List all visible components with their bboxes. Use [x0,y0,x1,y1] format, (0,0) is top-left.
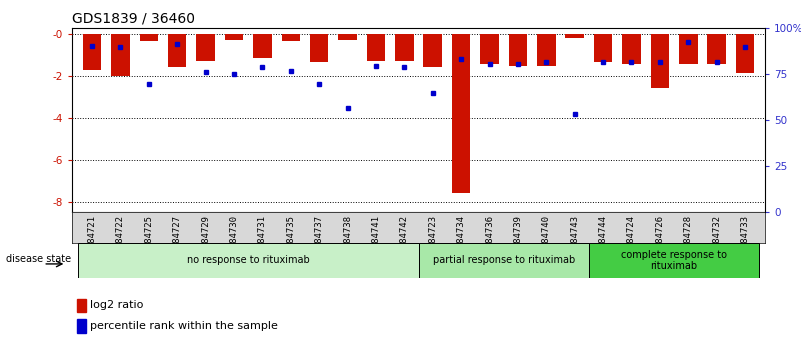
Text: GSM84737: GSM84737 [315,215,324,258]
Text: complete response to
rituximab: complete response to rituximab [621,250,727,271]
Bar [424,34,442,68]
Text: GSM84743: GSM84743 [570,215,579,258]
Text: GSM84735: GSM84735 [286,215,296,258]
Bar [707,34,726,64]
Bar [736,34,755,73]
Bar [281,34,300,41]
Text: GDS1839 / 36460: GDS1839 / 36460 [72,11,195,25]
Text: GSM84727: GSM84727 [173,215,182,258]
FancyBboxPatch shape [589,243,759,278]
Text: GSM84741: GSM84741 [372,215,380,258]
Text: GSM84728: GSM84728 [684,215,693,258]
Bar [196,34,215,61]
Text: GSM84731: GSM84731 [258,215,267,258]
Bar [566,34,584,38]
Bar [367,34,385,61]
Bar [77,299,86,312]
Text: GSM84722: GSM84722 [116,215,125,258]
Text: GSM84723: GSM84723 [429,215,437,258]
Text: GSM84734: GSM84734 [457,215,465,258]
Text: disease state: disease state [6,254,71,264]
Bar [537,34,556,66]
Bar [452,34,470,193]
Text: partial response to rituximab: partial response to rituximab [433,256,575,265]
Text: GSM84738: GSM84738 [343,215,352,258]
Text: GSM84724: GSM84724 [627,215,636,258]
Text: GSM84725: GSM84725 [144,215,153,258]
Bar [77,319,86,333]
Text: no response to rituximab: no response to rituximab [187,256,309,265]
Bar [481,34,499,64]
Bar [225,34,244,40]
Text: GSM84729: GSM84729 [201,215,210,258]
Bar [310,34,328,62]
Bar [111,34,130,76]
Text: GSM84744: GSM84744 [598,215,608,258]
Bar [509,34,527,66]
FancyBboxPatch shape [418,243,589,278]
Bar [395,34,413,61]
Text: percentile rank within the sample: percentile rank within the sample [91,321,278,331]
Bar [679,34,698,64]
Bar [622,34,641,64]
Text: GSM84732: GSM84732 [712,215,721,258]
Text: GSM84736: GSM84736 [485,215,494,258]
Bar [83,34,101,70]
Bar [650,34,669,88]
Text: GSM84733: GSM84733 [741,215,750,258]
Bar [139,34,158,41]
FancyBboxPatch shape [78,243,418,278]
Text: GSM84739: GSM84739 [513,215,522,258]
Text: GSM84730: GSM84730 [229,215,239,258]
Bar [338,34,356,40]
Text: GSM84742: GSM84742 [400,215,409,258]
Bar [168,34,187,68]
Text: log2 ratio: log2 ratio [91,300,143,310]
Text: GSM84721: GSM84721 [87,215,96,258]
Bar [594,34,612,62]
Bar [253,34,272,58]
Text: GSM84726: GSM84726 [655,215,664,258]
Text: GSM84740: GSM84740 [541,215,551,258]
